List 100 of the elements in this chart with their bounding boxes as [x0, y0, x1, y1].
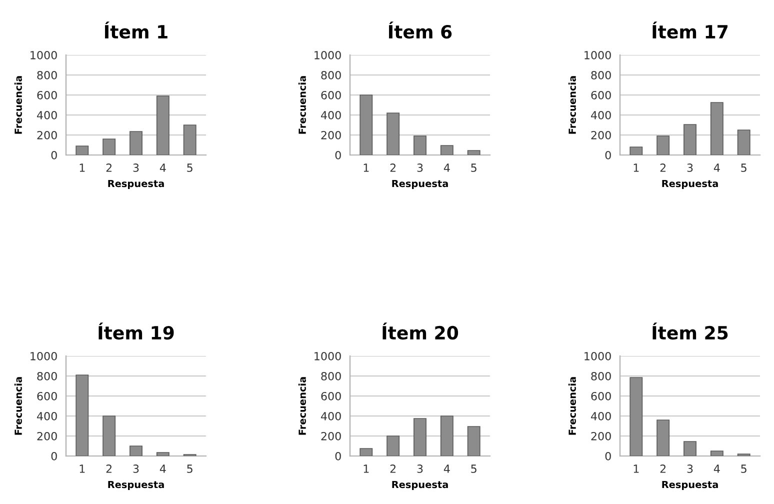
x-axis-title: Respuesta [392, 480, 448, 490]
y-tick-label: 200 [591, 432, 611, 440]
x-axis-title: Respuesta [662, 180, 718, 190]
y-axis-title: Frecuencia [568, 377, 576, 435]
y-tick-label: 0 [605, 452, 611, 460]
y-tick-label: 800 [591, 70, 611, 80]
x-tick-label: 1 [364, 164, 369, 172]
y-tick-label: 0 [51, 150, 57, 160]
x-tick-label: 4 [444, 464, 450, 473]
bar [76, 374, 89, 456]
y-tick-label: 400 [321, 412, 341, 420]
x-tick-label: 4 [160, 464, 166, 473]
x-tick-label: 1 [80, 464, 85, 473]
chart-title: Ítem 6 [389, 22, 452, 39]
bar [156, 96, 170, 155]
y-tick-label: 600 [37, 392, 57, 400]
x-tick-label: 2 [390, 164, 396, 172]
x-tick-label: 5 [741, 464, 746, 473]
x-tick-label: 1 [634, 464, 639, 473]
x-tick-label: 1 [634, 164, 639, 172]
bar [630, 146, 643, 155]
x-tick-label: 3 [133, 464, 139, 473]
bar [386, 112, 400, 155]
y-tick-label: 0 [335, 452, 341, 460]
y-tick-label: 200 [37, 130, 57, 140]
bar [656, 420, 670, 456]
x-tick-label: 5 [471, 464, 476, 473]
y-tick-label: 400 [37, 412, 57, 420]
x-tick-label: 2 [106, 164, 112, 172]
x-tick-label: 4 [160, 164, 166, 172]
x-tick-label: 1 [364, 464, 369, 473]
bar [440, 145, 454, 155]
x-tick-label: 5 [471, 164, 476, 172]
x-axis-title: Respuesta [392, 180, 448, 190]
y-tick-label: 800 [37, 70, 57, 80]
bar [684, 124, 696, 155]
bar [684, 441, 696, 456]
bar [76, 146, 89, 155]
bar [656, 136, 670, 155]
bar [737, 130, 750, 155]
y-tick-label: 600 [37, 90, 57, 100]
x-tick-label: 4 [714, 164, 720, 172]
bar [130, 446, 142, 456]
y-axis-title: Frecuencia [14, 377, 22, 435]
bar [102, 416, 116, 456]
x-tick-label: 5 [741, 164, 746, 172]
y-axis-title: Frecuencia [568, 76, 576, 134]
x-tick-label: 4 [714, 464, 720, 473]
y-tick-label: 1000 [314, 50, 341, 60]
bar [130, 131, 142, 155]
x-tick-label: 3 [687, 464, 693, 473]
chart-title: Ítem 20 [382, 322, 458, 340]
x-tick-label: 1 [80, 164, 85, 172]
y-tick-label: 400 [591, 412, 611, 420]
chart-title: Ítem 17 [652, 22, 728, 39]
y-tick-label: 800 [37, 372, 57, 380]
bar [360, 448, 373, 456]
y-tick-label: 400 [37, 110, 57, 120]
y-tick-label: 0 [51, 452, 57, 460]
bar [156, 452, 170, 456]
bar [414, 136, 426, 155]
y-tick-label: 600 [591, 90, 611, 100]
y-tick-label: 200 [591, 130, 611, 140]
y-tick-label: 600 [321, 90, 341, 100]
y-tick-label: 200 [321, 130, 341, 140]
x-tick-label: 3 [417, 464, 423, 473]
y-tick-label: 1000 [584, 50, 611, 60]
y-tick-label: 800 [321, 70, 341, 80]
x-tick-label: 2 [660, 464, 666, 473]
chart-title: Ítem 19 [98, 322, 174, 340]
y-tick-label: 0 [335, 150, 341, 160]
x-tick-label: 2 [106, 464, 112, 473]
x-tick-label: 3 [417, 164, 423, 172]
x-tick-label: 4 [444, 164, 450, 172]
x-tick-label: 2 [660, 164, 666, 172]
x-axis-title: Respuesta [108, 480, 164, 490]
chart-title: Ítem 25 [652, 322, 728, 340]
x-tick-label: 3 [687, 164, 693, 172]
x-tick-label: 2 [390, 464, 396, 473]
x-axis-title: Respuesta [108, 180, 164, 190]
y-tick-label: 1000 [584, 352, 611, 360]
bar [710, 102, 724, 155]
y-tick-label: 400 [321, 110, 341, 120]
y-tick-label: 1000 [30, 50, 57, 60]
x-tick-label: 3 [133, 164, 139, 172]
y-tick-label: 200 [321, 432, 341, 440]
bar [414, 418, 426, 456]
y-tick-label: 600 [591, 392, 611, 400]
x-axis-title: Respuesta [662, 480, 718, 490]
bar [440, 416, 454, 456]
bar [102, 138, 116, 155]
y-tick-label: 0 [605, 150, 611, 160]
y-tick-label: 1000 [314, 352, 341, 360]
chart-title: Ítem 1 [105, 22, 168, 39]
y-tick-label: 1000 [30, 352, 57, 360]
y-axis-title: Frecuencia [14, 76, 22, 134]
bar [183, 124, 196, 155]
y-tick-label: 200 [37, 432, 57, 440]
y-axis-title: Frecuencia [298, 76, 306, 134]
y-tick-label: 800 [321, 372, 341, 380]
